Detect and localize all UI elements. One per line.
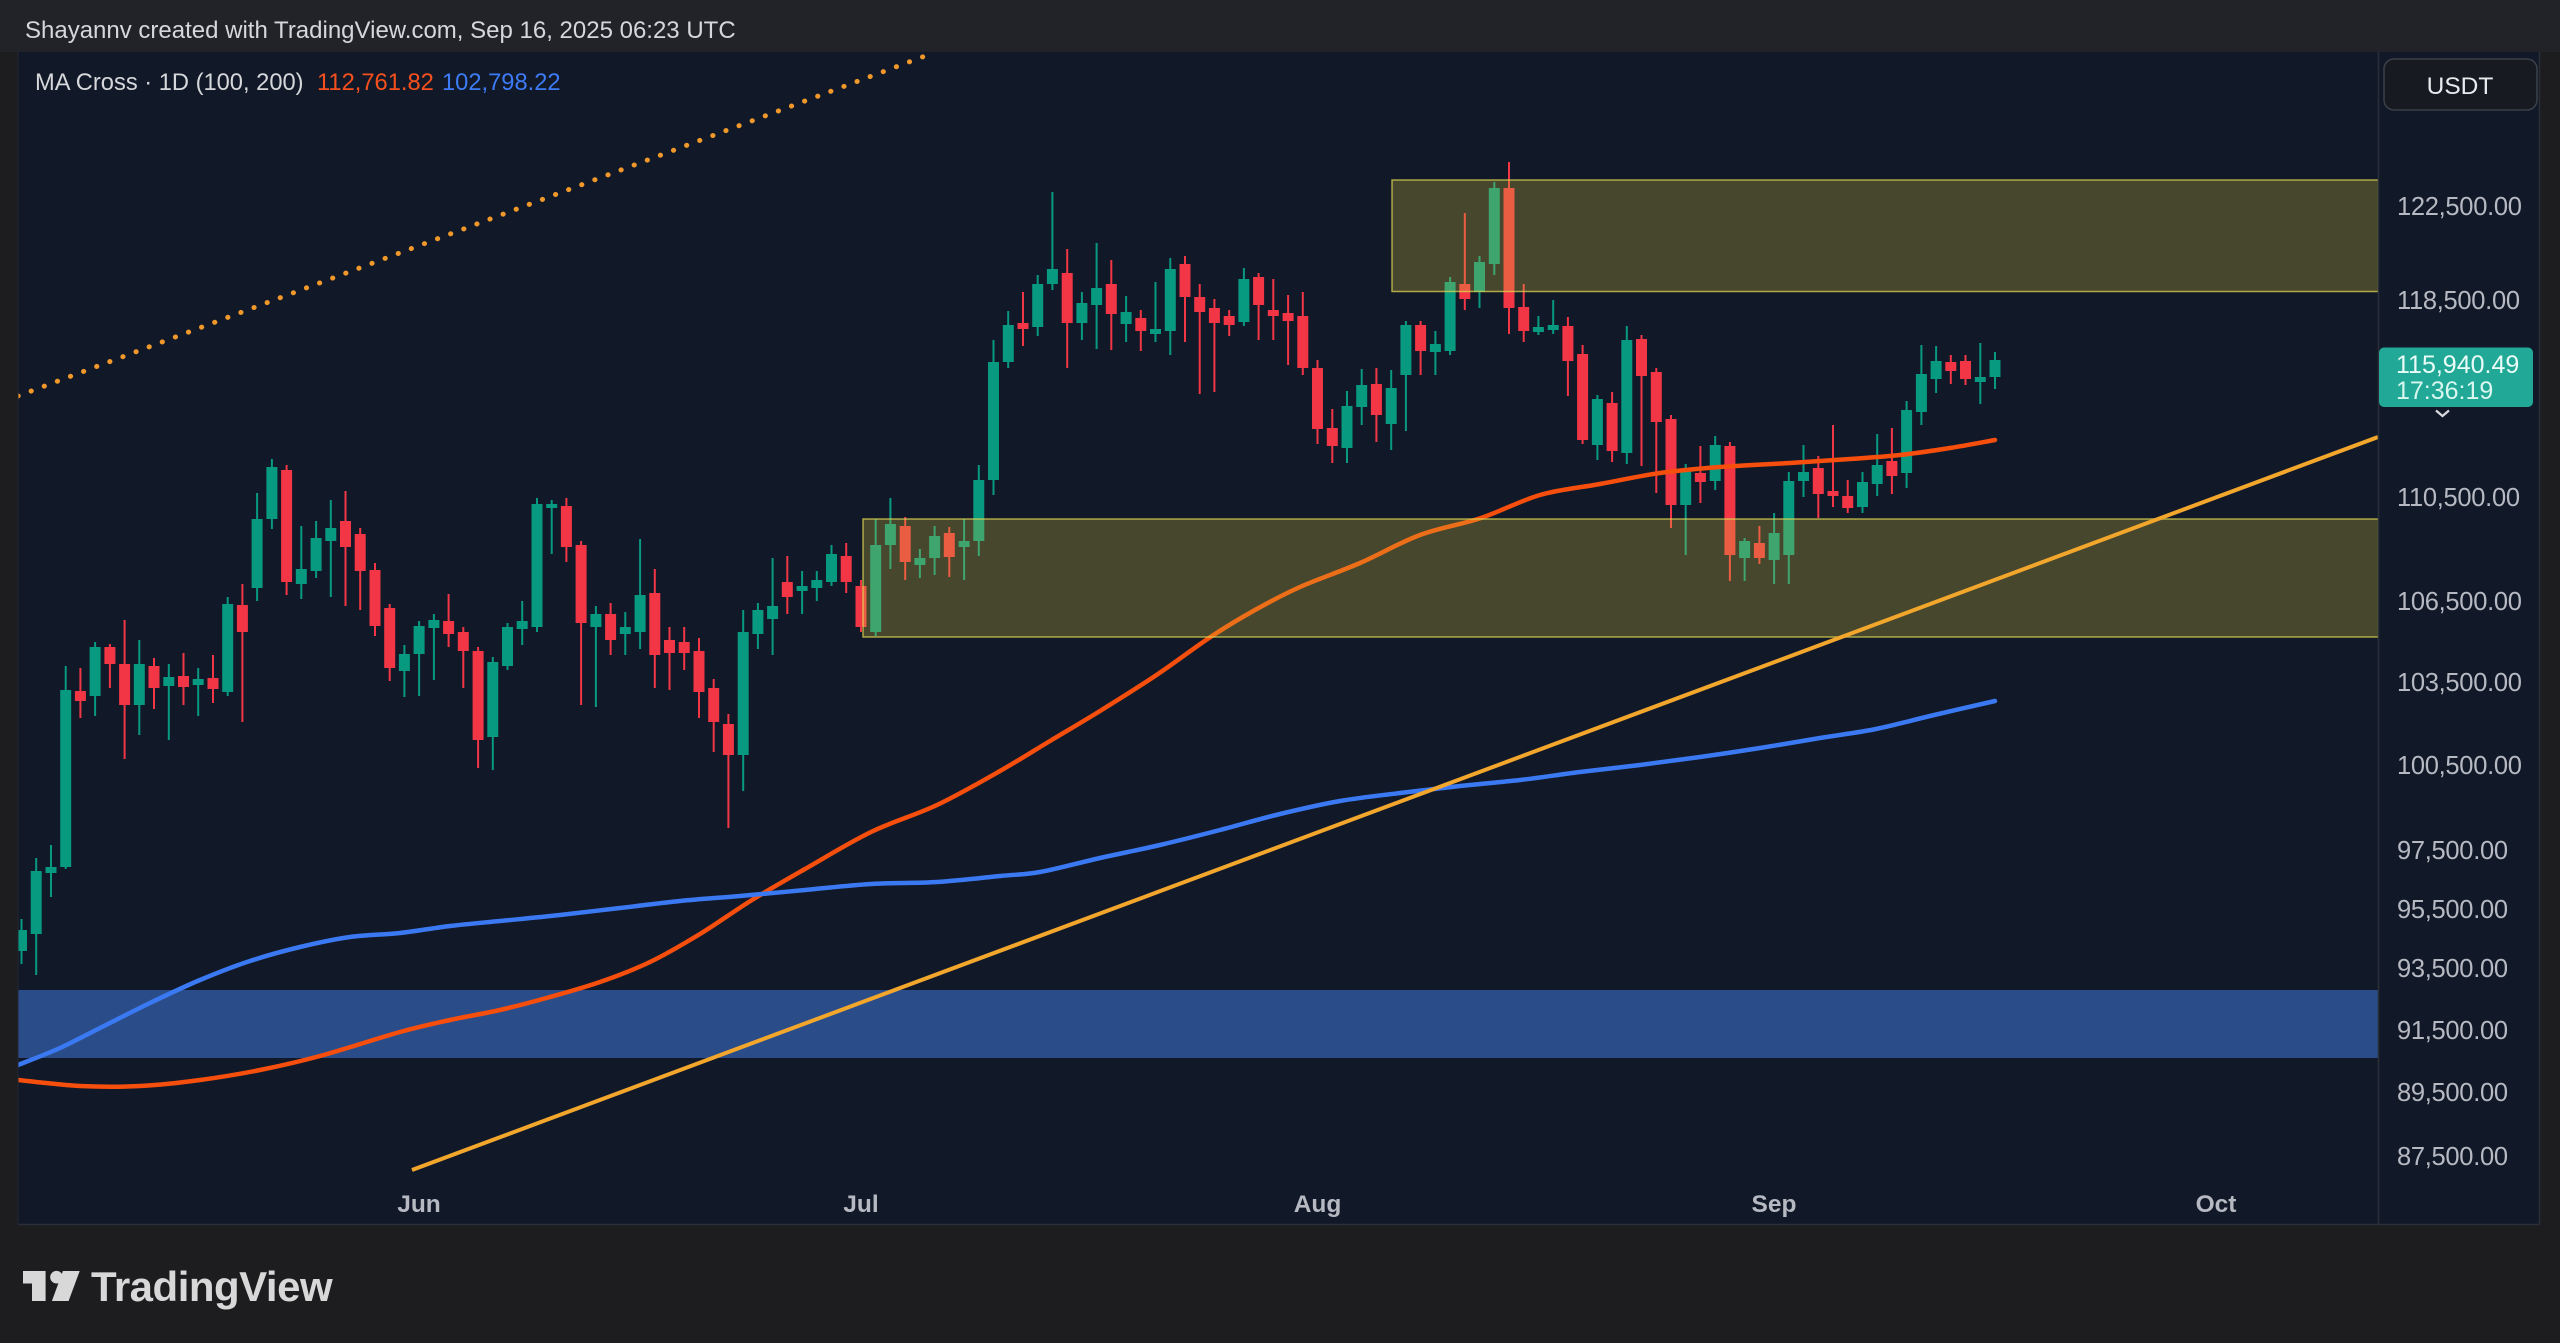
svg-text:Aug: Aug xyxy=(1294,1191,1342,1218)
svg-text:Shayannv created with TradingV: Shayannv created with TradingView.com, S… xyxy=(25,17,736,44)
svg-text:110,500.00: 110,500.00 xyxy=(2397,484,2520,512)
svg-text:TradingView: TradingView xyxy=(91,1263,333,1310)
svg-text:USDT: USDT xyxy=(2427,73,2494,100)
svg-text:91,500.00: 91,500.00 xyxy=(2397,1017,2508,1045)
svg-text:17:36:19: 17:36:19 xyxy=(2396,377,2493,405)
svg-text:118,500.00: 118,500.00 xyxy=(2397,287,2520,315)
svg-text:106,500.00: 106,500.00 xyxy=(2397,588,2522,616)
svg-text:103,500.00: 103,500.00 xyxy=(2397,669,2522,697)
svg-text:112,761.82: 112,761.82 xyxy=(317,70,434,96)
svg-text:97,500.00: 97,500.00 xyxy=(2397,837,2508,865)
svg-text:95,500.00: 95,500.00 xyxy=(2397,896,2508,924)
svg-text:115,940.49: 115,940.49 xyxy=(2396,351,2519,379)
svg-text:Jun: Jun xyxy=(397,1191,441,1218)
svg-text:102,798.22: 102,798.22 xyxy=(442,70,561,96)
svg-text:Jul: Jul xyxy=(843,1191,878,1218)
svg-text:Oct: Oct xyxy=(2196,1191,2237,1218)
svg-text:Sep: Sep xyxy=(1752,1191,1797,1218)
svg-text:100,500.00: 100,500.00 xyxy=(2397,752,2522,780)
svg-text:89,500.00: 89,500.00 xyxy=(2397,1079,2508,1107)
svg-text:87,500.00: 87,500.00 xyxy=(2397,1143,2508,1171)
svg-text:93,500.00: 93,500.00 xyxy=(2397,955,2508,983)
svg-text:MA Cross · 1D (100, 200): MA Cross · 1D (100, 200) xyxy=(35,70,304,96)
svg-text:122,500.00: 122,500.00 xyxy=(2397,193,2522,221)
